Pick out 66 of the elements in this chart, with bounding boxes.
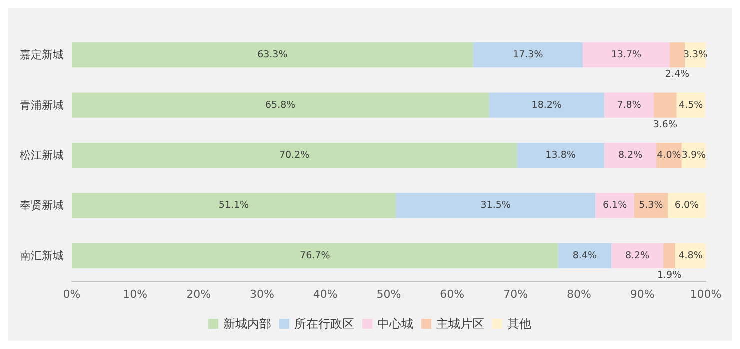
data-label: 8.2%	[625, 250, 650, 262]
bar	[72, 92, 490, 118]
bar	[558, 243, 612, 268]
bar	[72, 42, 474, 68]
data-label: 5.3%	[639, 200, 664, 212]
bar	[670, 42, 686, 68]
data-label: 7.8%	[617, 100, 642, 111]
data-label: 3.9%	[682, 150, 706, 161]
bar	[604, 92, 654, 118]
data-label: 63.3%	[258, 50, 288, 61]
data-label: 3.6%	[653, 119, 678, 130]
x-tick-label: 100%	[690, 288, 722, 301]
data-label: 8.2%	[618, 150, 643, 161]
x-tick-label: 30%	[250, 288, 274, 301]
bar	[72, 243, 558, 268]
x-tick-label: 50%	[376, 288, 402, 301]
data-label: 4.0%	[657, 150, 682, 161]
y-tick-label: 嘉定新城	[20, 48, 64, 62]
x-tick-label: 10%	[123, 288, 148, 301]
bar	[634, 193, 668, 218]
legend-label: 新城内部	[224, 317, 272, 331]
data-label: 4.5%	[679, 100, 704, 111]
x-tick-label: 80%	[566, 288, 592, 301]
data-label: 76.7%	[300, 250, 330, 262]
x-tick-label: 40%	[313, 288, 338, 301]
data-label: 51.1%	[218, 200, 250, 212]
bar	[517, 142, 605, 168]
x-tick-label: 60%	[440, 288, 465, 301]
data-label: 4.8%	[678, 250, 703, 262]
data-label: 13.7%	[611, 50, 642, 61]
legend-label: 所在行政区	[294, 317, 354, 331]
bar	[612, 243, 664, 268]
y-tick-label: 松江新城	[20, 149, 64, 162]
bar	[596, 193, 634, 218]
data-label: 17.3%	[513, 50, 544, 61]
data-label: 65.8%	[265, 100, 296, 111]
legend-label: 其他	[508, 317, 532, 331]
x-tick-label: 0%	[63, 288, 81, 301]
data-label: 2.4%	[665, 69, 690, 80]
y-tick-label: 南汇新城	[20, 249, 64, 262]
bar	[664, 243, 676, 268]
bar	[72, 142, 518, 168]
data-label: 31.5%	[480, 200, 511, 212]
x-tick-label: 70%	[504, 288, 528, 301]
data-label: 6.0%	[674, 200, 700, 212]
bar	[668, 193, 706, 218]
legend-label: 主城片区	[436, 317, 484, 331]
bar	[396, 193, 596, 218]
legend-label: 中心城	[378, 317, 414, 331]
bar	[583, 42, 670, 68]
data-label: 1.9%	[657, 270, 682, 281]
bar	[654, 92, 677, 118]
bar	[489, 92, 605, 118]
x-tick-label: 20%	[186, 288, 212, 301]
data-label: 3.3%	[683, 50, 708, 61]
data-label: 13.8%	[546, 150, 576, 161]
data-label: 70.2%	[279, 150, 310, 161]
bar	[473, 42, 584, 68]
data-label: 6.1%	[602, 200, 628, 212]
y-tick-label: 奉贤新城	[20, 199, 64, 212]
data-label: 8.4%	[572, 250, 597, 262]
x-tick-label: 90%	[630, 288, 655, 301]
data-label: 18.2%	[532, 100, 562, 111]
bar	[72, 193, 396, 218]
y-tick-label: 青浦新城	[20, 98, 64, 112]
bar	[604, 142, 657, 168]
